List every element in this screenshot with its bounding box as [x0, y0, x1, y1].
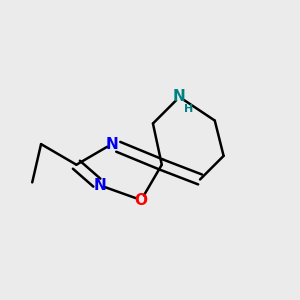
- Text: N: N: [173, 89, 186, 104]
- Text: H: H: [184, 104, 193, 114]
- Text: N: N: [105, 136, 118, 152]
- Text: O: O: [135, 193, 148, 208]
- Text: N: N: [94, 178, 106, 193]
